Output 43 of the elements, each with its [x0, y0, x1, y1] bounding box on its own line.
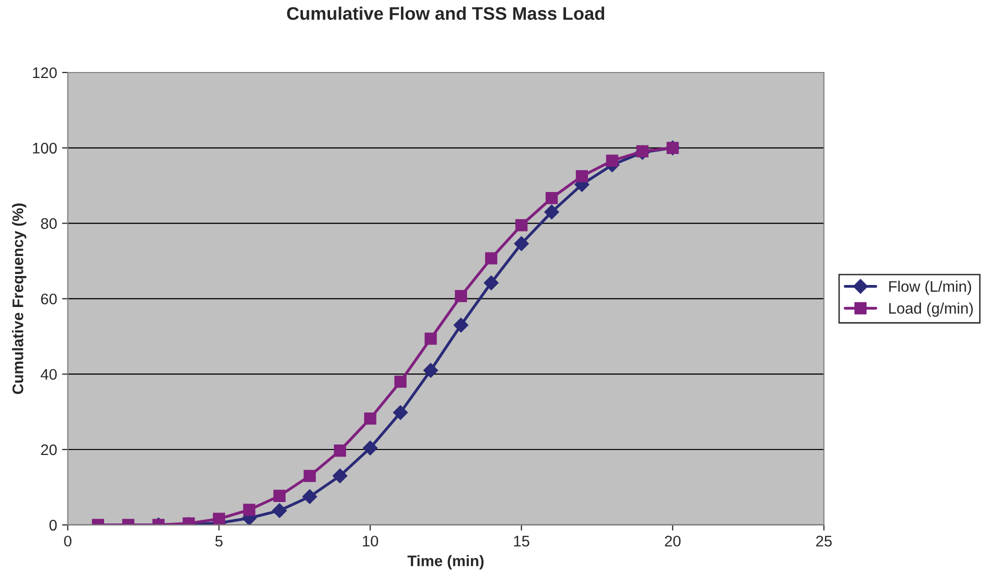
point	[484, 275, 499, 290]
x-tick-label: 20	[664, 536, 681, 547]
point	[423, 362, 438, 378]
y-tick-label: 120	[33, 67, 57, 78]
point	[454, 290, 468, 302]
x-tick-label: 10	[362, 536, 378, 547]
point	[273, 490, 286, 502]
legend-label: Flow (L/min)	[889, 280, 972, 295]
point	[212, 512, 226, 525]
point	[576, 170, 588, 182]
point	[514, 236, 529, 252]
point	[243, 504, 256, 516]
y-tick-label: 0	[49, 520, 57, 531]
y-tick-label: 80	[41, 218, 57, 229]
y-tick-label: 20	[41, 444, 57, 456]
y-tick-label: 100	[33, 142, 57, 154]
x-axis-title: Time (min)	[408, 555, 484, 570]
point	[485, 252, 498, 264]
point	[515, 219, 528, 232]
point	[636, 145, 648, 158]
point	[332, 468, 348, 484]
point	[362, 440, 378, 456]
point	[393, 405, 408, 420]
point	[424, 332, 437, 345]
point	[272, 503, 287, 518]
point	[304, 470, 316, 482]
point	[364, 412, 376, 425]
y-tick-label: 40	[40, 368, 57, 380]
x-tick-label: 0	[64, 536, 72, 547]
x-tick-label: 5	[215, 536, 223, 547]
point	[546, 192, 558, 204]
chart-title: Cumulative Flow and TSS Mass Load	[287, 6, 604, 20]
point	[302, 489, 318, 504]
point	[334, 444, 346, 457]
x-tick-label: 15	[514, 536, 530, 547]
point	[544, 204, 560, 220]
point	[606, 154, 618, 167]
x-tick-label: 25	[816, 536, 832, 547]
point	[454, 318, 468, 332]
y-tick-label: 60	[41, 294, 57, 304]
point	[394, 376, 407, 388]
y-axis-title: Cumulative Frequency (%)	[12, 204, 26, 394]
legend-label: Load (g/min)	[889, 302, 973, 317]
